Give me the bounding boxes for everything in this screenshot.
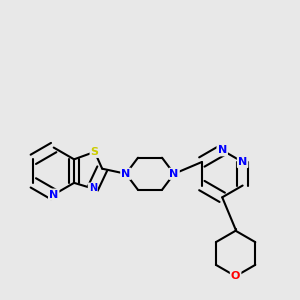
Text: O: O [231,271,240,281]
Text: S: S [91,147,99,157]
Text: N: N [49,190,58,200]
Text: N: N [89,184,97,194]
Text: N: N [218,145,227,155]
Text: N: N [169,169,179,179]
Text: N: N [121,169,130,179]
Text: N: N [238,157,247,167]
